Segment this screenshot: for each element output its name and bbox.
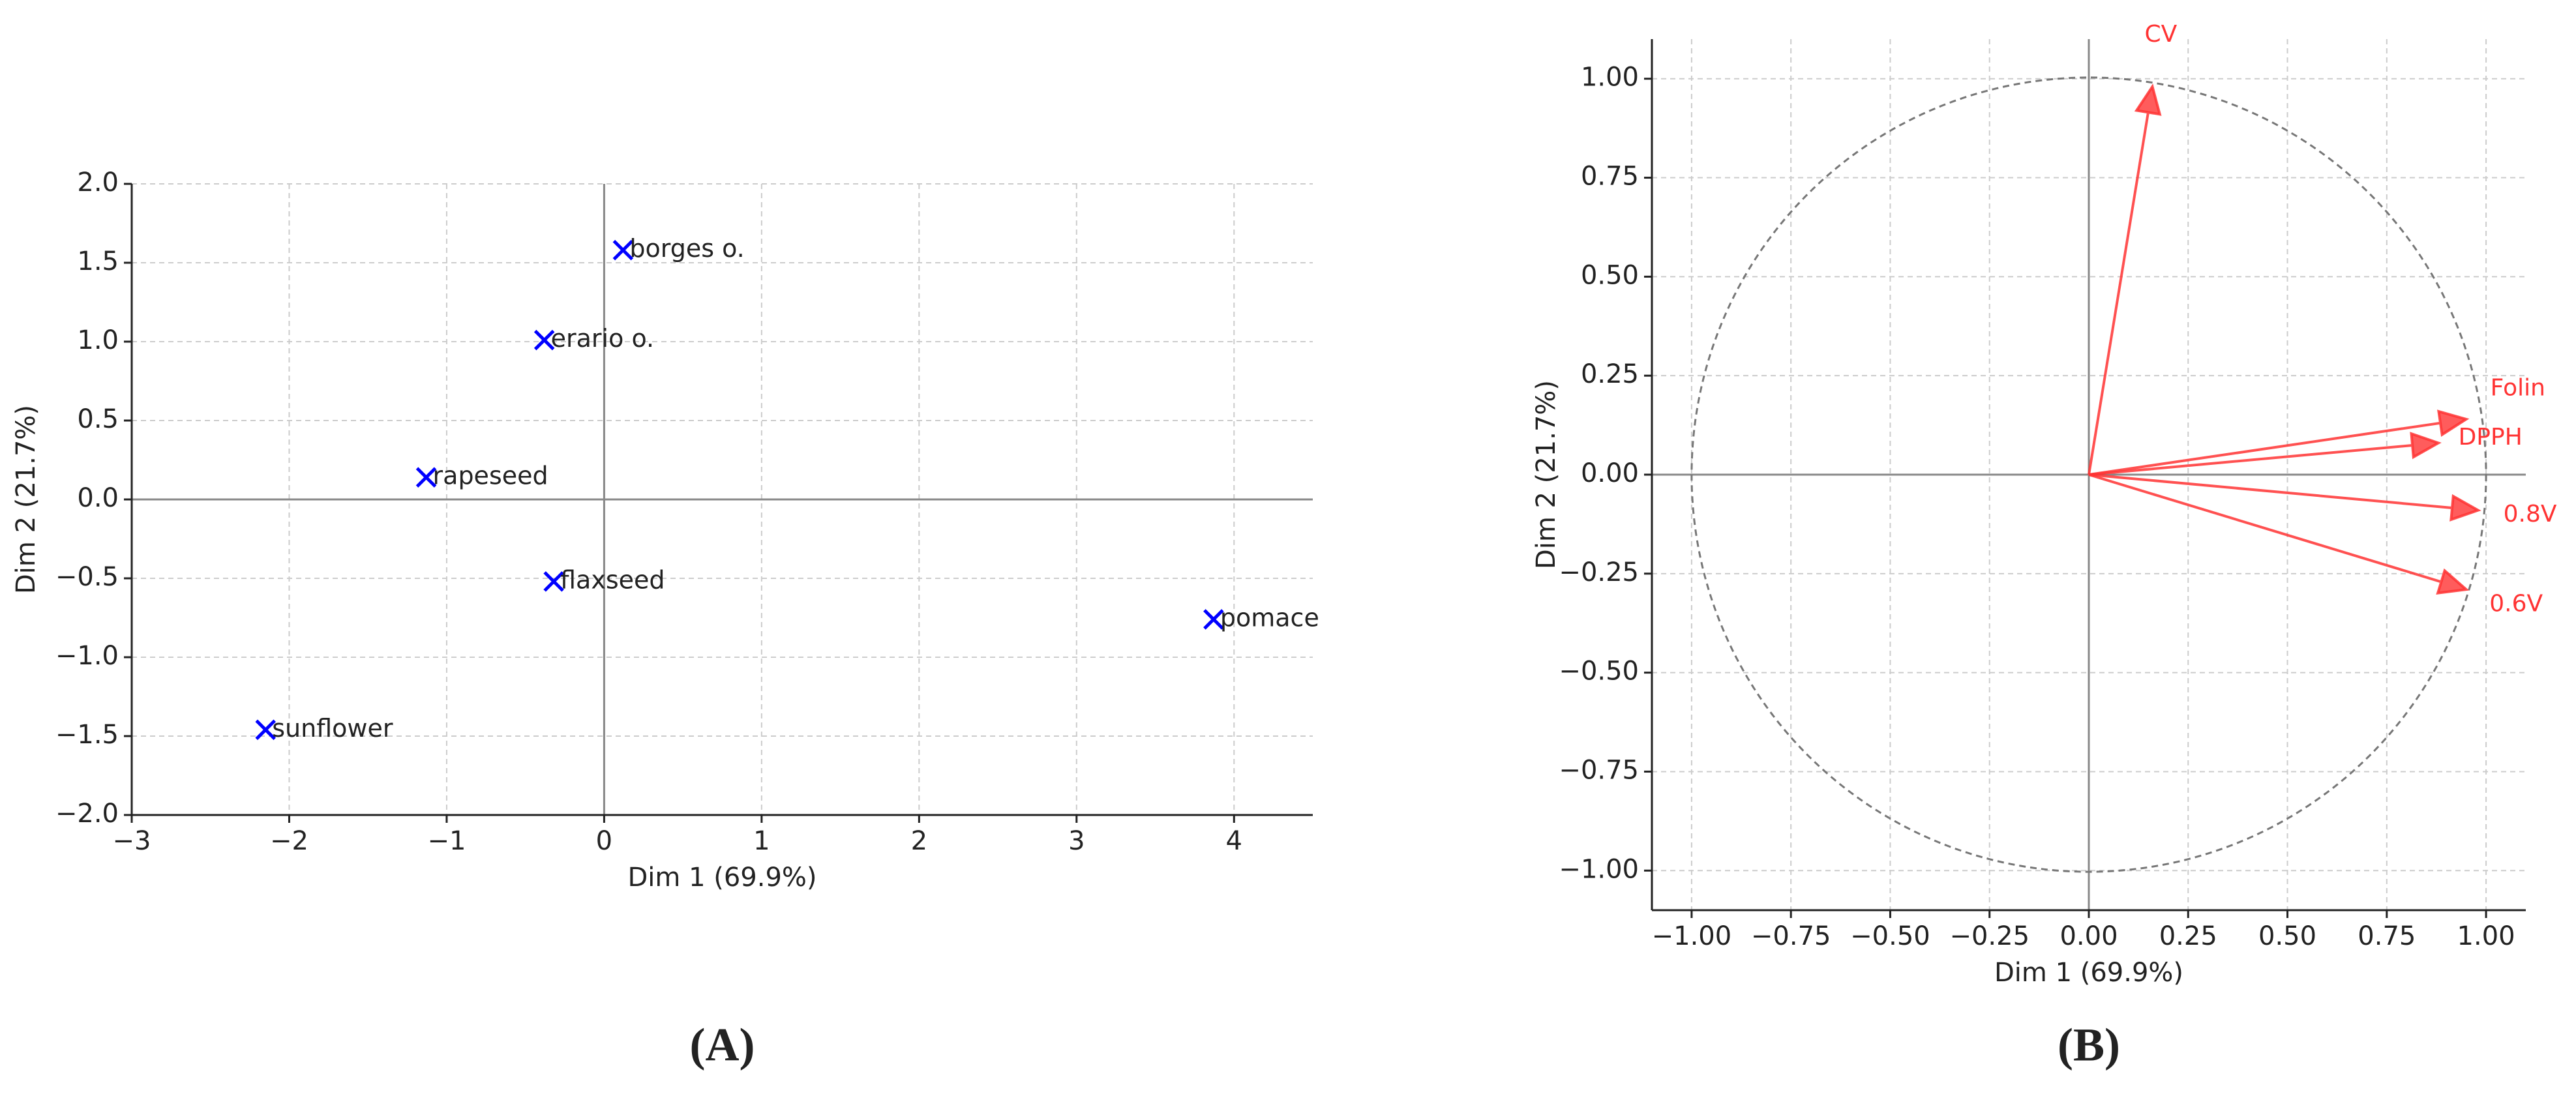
vector-arrow xyxy=(2088,83,2162,475)
vector-label: CV xyxy=(2144,21,2177,48)
point-label: sunflower xyxy=(272,714,393,743)
x-tick-label: −0.50 xyxy=(1850,921,1930,951)
y-tick-label: 1.0 xyxy=(77,325,119,355)
y-tick-label: −2.0 xyxy=(55,799,119,829)
y-tick-label: −1.5 xyxy=(55,720,119,750)
x-tick-label: 3 xyxy=(1068,826,1085,856)
point-label: flaxseed xyxy=(560,565,665,594)
x-tick-label: 1.00 xyxy=(2457,921,2515,951)
vector-arrow xyxy=(2088,409,2470,476)
y-tick-label: −1.0 xyxy=(55,641,119,671)
x-tick-label: 2 xyxy=(911,826,927,856)
x-axis-label: Dim 1 (69.9%) xyxy=(627,863,816,893)
y-tick-label: −0.50 xyxy=(1559,657,1639,687)
vector-label: 0.8V xyxy=(2504,501,2557,527)
x-axis-label: Dim 1 (69.9%) xyxy=(1994,958,2183,988)
y-tick-label: 0.75 xyxy=(1581,162,1639,192)
y-axis-label: Dim 2 (21.7%) xyxy=(1531,380,1561,569)
point-label: pomace xyxy=(1220,603,1319,632)
point-marker xyxy=(543,571,564,592)
x-tick-label: 0.00 xyxy=(2059,921,2118,951)
panel-label: (B) xyxy=(2058,1019,2120,1071)
y-tick-label: 0.50 xyxy=(1581,260,1639,290)
x-tick-label: −1 xyxy=(427,826,466,856)
point-marker xyxy=(255,719,277,741)
vector-arrow xyxy=(2088,432,2442,476)
y-tick-label: −0.25 xyxy=(1559,557,1639,587)
y-axis-label: Dim 2 (21.7%) xyxy=(11,405,41,594)
point-marker xyxy=(533,329,555,351)
x-tick-label: 0.25 xyxy=(2159,921,2217,951)
point-label: erario o. xyxy=(551,324,654,353)
y-tick-label: 0.00 xyxy=(1581,458,1639,488)
vector-label: 0.6V xyxy=(2489,590,2543,617)
x-tick-label: 0.75 xyxy=(2358,921,2416,951)
x-tick-label: 0 xyxy=(596,826,612,856)
y-tick-label: −1.00 xyxy=(1559,854,1639,884)
vector-arrow xyxy=(2088,473,2481,522)
x-tick-label: 1 xyxy=(753,826,770,856)
panel-label: (A) xyxy=(690,1019,755,1071)
y-tick-label: −0.75 xyxy=(1559,755,1639,785)
x-tick-label: −3 xyxy=(113,826,151,856)
point-label: rapeseed xyxy=(433,462,548,490)
y-tick-label: 0.0 xyxy=(77,483,119,513)
x-tick-label: −2 xyxy=(270,826,308,856)
vector-label: Folin xyxy=(2491,374,2545,401)
point-label: borges o. xyxy=(629,234,744,263)
x-tick-label: −0.75 xyxy=(1751,921,1831,951)
x-tick-label: −0.25 xyxy=(1949,921,2029,951)
y-tick-label: −0.5 xyxy=(55,562,119,592)
unit-circle xyxy=(1690,76,2487,873)
x-tick-label: −1.00 xyxy=(1652,921,1732,951)
y-tick-label: 2.0 xyxy=(77,168,119,198)
point-marker xyxy=(612,239,634,261)
x-tick-label: 4 xyxy=(1226,826,1242,856)
point-marker xyxy=(415,467,437,488)
y-tick-label: 0.5 xyxy=(77,404,119,434)
x-tick-label: 0.50 xyxy=(2258,921,2316,951)
y-tick-label: 1.00 xyxy=(1581,63,1639,93)
y-tick-label: 0.25 xyxy=(1581,359,1639,389)
point-marker xyxy=(1203,609,1224,630)
vector-arrow xyxy=(2088,473,2470,595)
vector-label: DPPH xyxy=(2459,424,2523,451)
y-tick-label: 1.5 xyxy=(77,246,119,276)
